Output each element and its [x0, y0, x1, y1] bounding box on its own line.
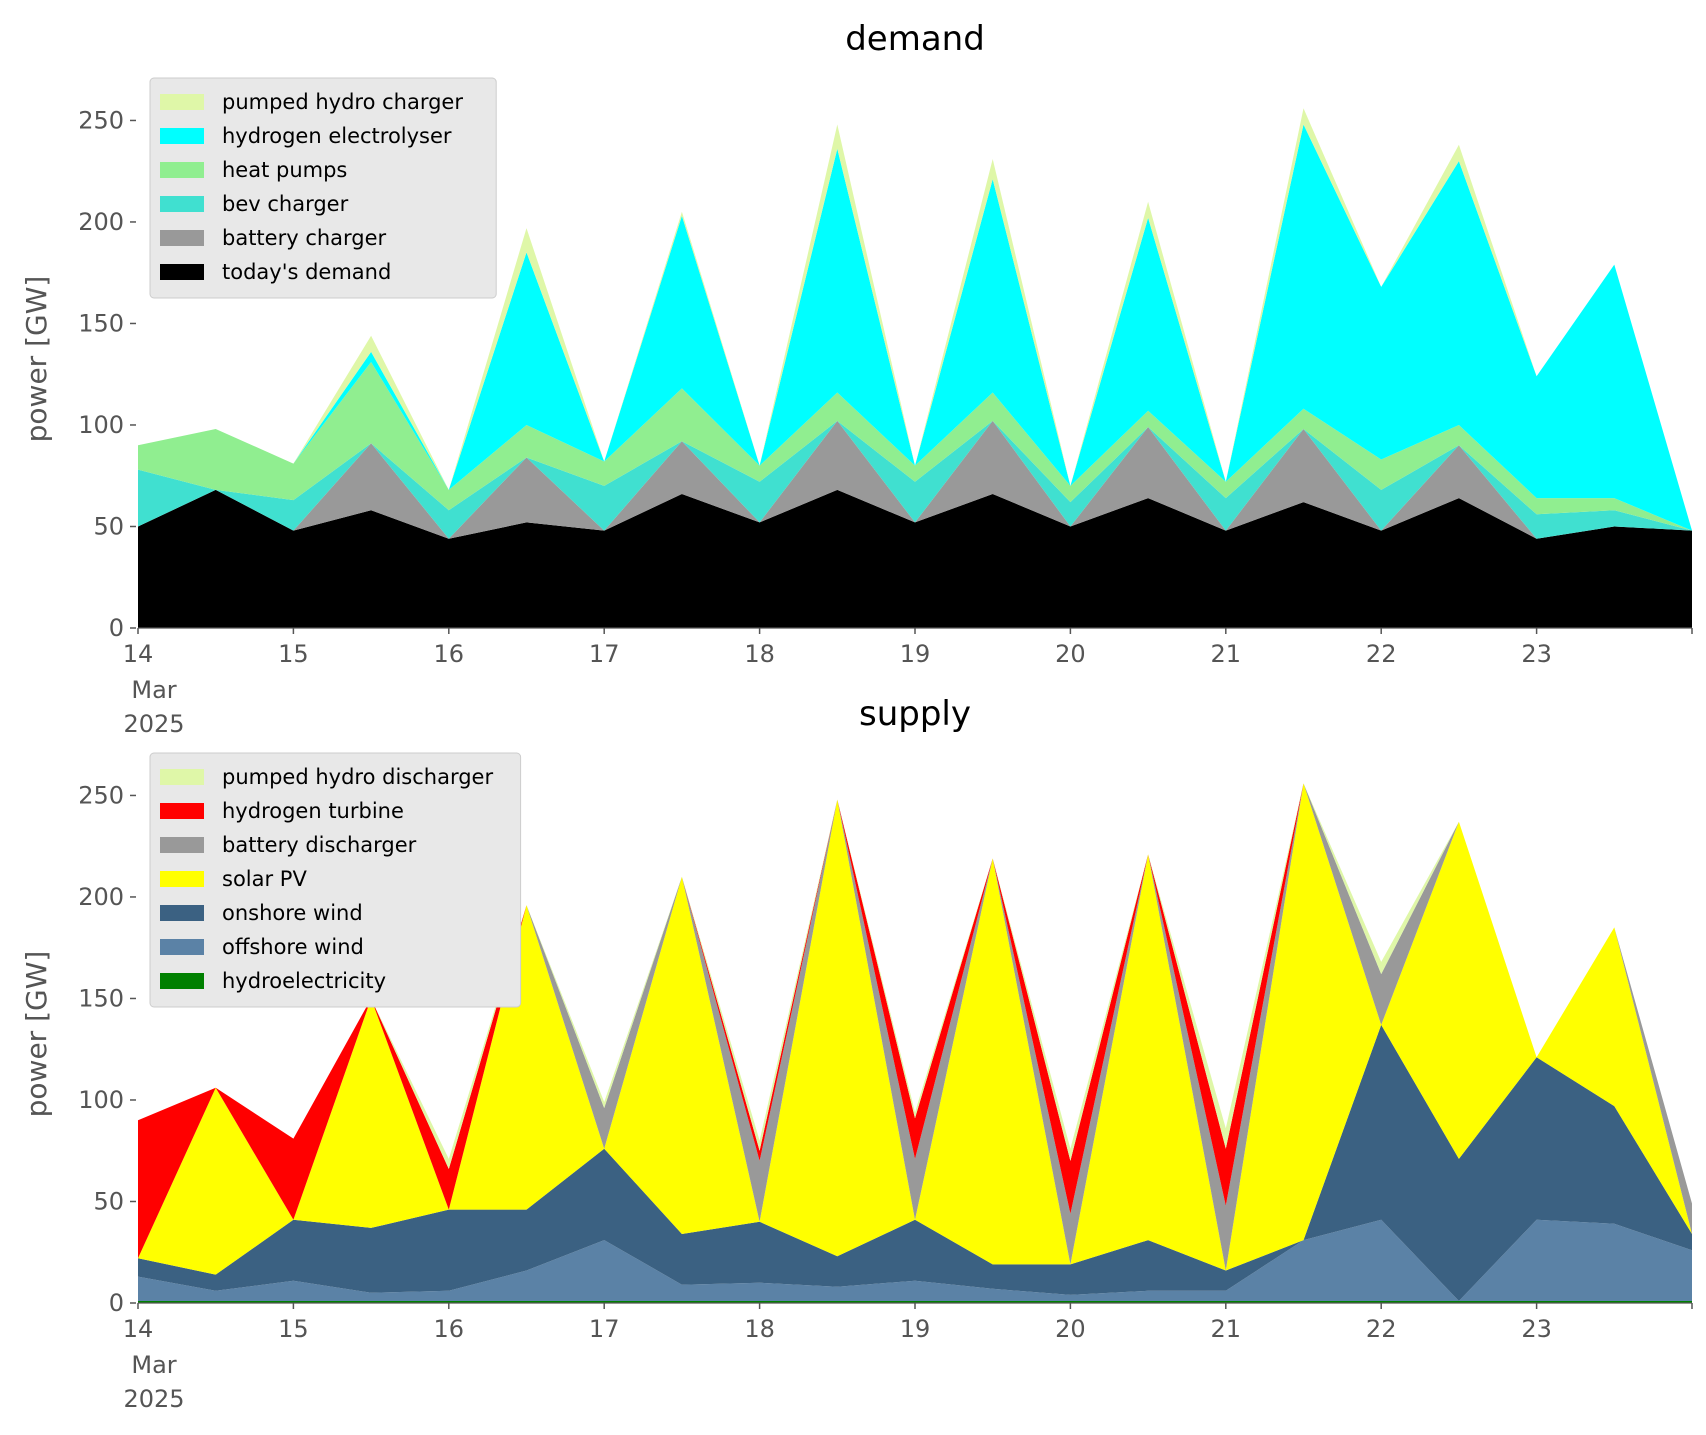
- x-tick-label: 14: [123, 1315, 154, 1343]
- x-tick-label: 15: [278, 640, 309, 668]
- legend-swatch: [160, 196, 204, 212]
- area-solar-pv: [138, 783, 1692, 1275]
- legend-swatch: [160, 769, 204, 785]
- series-areas: [138, 108, 1692, 628]
- y-tick-label: 50: [93, 1187, 124, 1215]
- y-tick-label: 100: [78, 411, 124, 439]
- legend-label: onshore wind: [222, 901, 363, 925]
- series-areas: [138, 783, 1692, 1303]
- area-bev-charger: [138, 420, 1692, 539]
- legend-label: offshore wind: [222, 935, 364, 959]
- x-tick-label: 23: [1521, 640, 1552, 668]
- legend-label: solar PV: [222, 867, 307, 891]
- x-tick-label: 21: [1211, 1315, 1242, 1343]
- y-axis-label: power [GW]: [20, 276, 53, 443]
- demand-chart: demand 0 50 100 150 200 250 power [GW] 14 Mar 2025…: [20, 19, 1693, 738]
- x-tick-label: 20: [1055, 640, 1086, 668]
- area-heat-pumps: [138, 362, 1692, 531]
- supply-chart: supply 0 50 100 150 200 250 power [GW] 14 Mar 2025…: [20, 694, 1693, 1413]
- x-tick-label: 22: [1366, 1315, 1397, 1343]
- y-tick-label: 200: [78, 208, 124, 236]
- x-tick-month: Mar: [131, 676, 176, 704]
- legend-swatch: [160, 837, 204, 853]
- area-onshore-wind: [138, 1024, 1692, 1301]
- x-tick-label: 21: [1211, 640, 1242, 668]
- legend-label: heat pumps: [222, 158, 347, 182]
- y-tick-label: 250: [78, 781, 124, 809]
- y-tick-label: 0: [109, 614, 124, 642]
- area-hydrogen-turbine: [138, 783, 1692, 1259]
- legend-label: pumped hydro charger: [222, 90, 463, 114]
- x-tick-year: 2025: [123, 1385, 184, 1413]
- x-tick-label: 22: [1366, 640, 1397, 668]
- y-tick-label: 250: [78, 106, 124, 134]
- y-tick-label: 50: [93, 512, 124, 540]
- legend-swatch: [160, 264, 204, 280]
- y-tick-label: 200: [78, 883, 124, 911]
- x-tick-label: 20: [1055, 1315, 1086, 1343]
- x-tick-label: 23: [1521, 1315, 1552, 1343]
- legend: pumped hydro discharger hydrogen turbine b…: [149, 752, 522, 1008]
- area-battery-charger: [138, 420, 1692, 539]
- x-tick-year: 2025: [123, 710, 184, 738]
- x-tick-label: 17: [589, 640, 620, 668]
- x-tick-label: 16: [434, 1315, 465, 1343]
- legend-label: pumped hydro discharger: [222, 765, 493, 789]
- x-tick-label: 15: [278, 1315, 309, 1343]
- legend-swatch: [160, 905, 204, 921]
- x-tick-label: 18: [744, 1315, 775, 1343]
- chart-title: demand: [845, 19, 985, 59]
- x-tick-label: 14: [123, 640, 154, 668]
- legend-swatch: [160, 128, 204, 144]
- legend-box: [149, 752, 522, 1008]
- legend-label: hydrogen electrolyser: [222, 124, 452, 148]
- legend-label: hydrogen turbine: [222, 799, 404, 823]
- legend-label: bev charger: [222, 192, 349, 216]
- x-tick-label: 19: [900, 1315, 931, 1343]
- legend-swatch: [160, 162, 204, 178]
- y-tick-label: 0: [109, 1289, 124, 1317]
- y-axis-label: power [GW]: [20, 951, 53, 1118]
- chart-title: supply: [859, 694, 971, 734]
- x-tick-label: 18: [744, 640, 775, 668]
- area-offshore-wind: [138, 1219, 1692, 1301]
- legend-swatch: [160, 803, 204, 819]
- legend: pumped hydro charger hydrogen electrolyse…: [149, 77, 497, 299]
- legend-label: battery discharger: [222, 833, 417, 857]
- legend-swatch: [160, 871, 204, 887]
- y-tick-label: 100: [78, 1086, 124, 1114]
- legend-label: hydroelectricity: [222, 969, 386, 993]
- x-tick-label: 16: [434, 640, 465, 668]
- legend-label: battery charger: [222, 226, 387, 250]
- x-tick-month: Mar: [131, 1351, 176, 1379]
- x-tick-label: 19: [900, 640, 931, 668]
- legend-swatch: [160, 94, 204, 110]
- legend-label: today's demand: [222, 260, 391, 284]
- legend-swatch: [160, 230, 204, 246]
- y-tick-label: 150: [78, 984, 124, 1012]
- area-today-s-demand: [138, 489, 1692, 628]
- legend-swatch: [160, 939, 204, 955]
- area-hydrogen-electrolyser: [138, 124, 1692, 531]
- legend-swatch: [160, 973, 204, 989]
- legend-box: [149, 77, 497, 299]
- x-tick-label: 17: [589, 1315, 620, 1343]
- y-tick-label: 150: [78, 309, 124, 337]
